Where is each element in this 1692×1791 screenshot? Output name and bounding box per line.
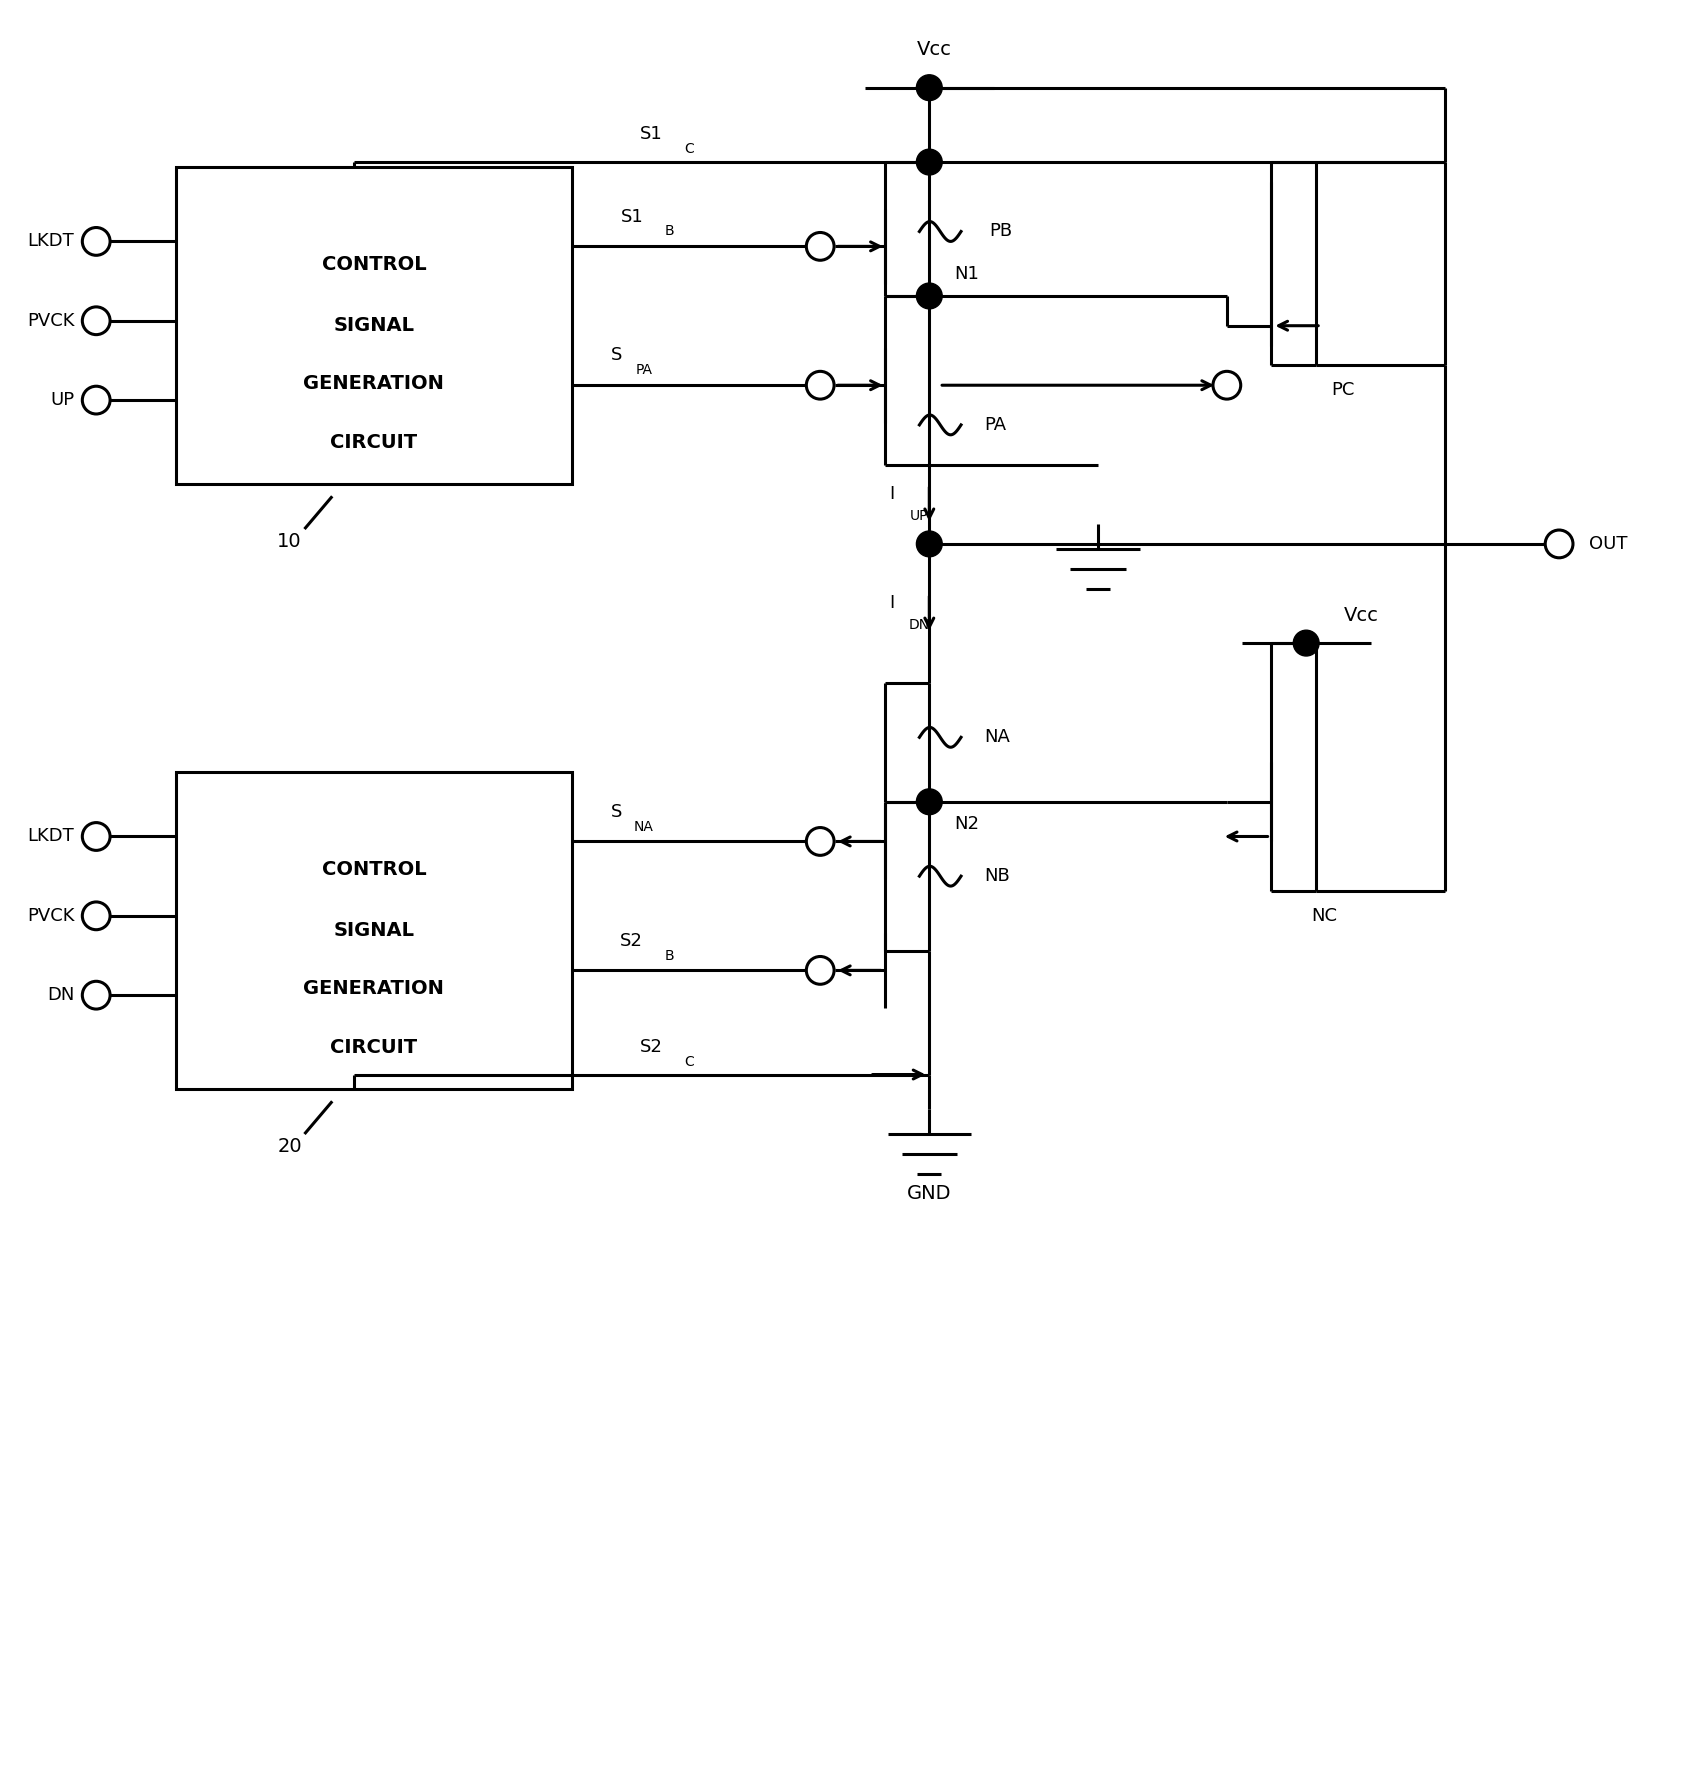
Circle shape	[83, 387, 110, 414]
Text: SIGNAL: SIGNAL	[333, 921, 415, 940]
Circle shape	[83, 903, 110, 930]
Text: S2: S2	[640, 1037, 663, 1055]
Text: LKDT: LKDT	[27, 827, 74, 845]
Text: 10: 10	[277, 532, 301, 552]
Text: NA: NA	[983, 729, 1010, 747]
Circle shape	[917, 75, 942, 100]
Text: Vcc: Vcc	[917, 41, 951, 59]
Text: PA: PA	[634, 364, 651, 378]
Text: I: I	[888, 485, 895, 503]
Text: UP: UP	[910, 509, 929, 523]
Text: DN: DN	[47, 987, 74, 1005]
Circle shape	[83, 981, 110, 1008]
Text: PA: PA	[983, 416, 1007, 433]
Text: CIRCUIT: CIRCUIT	[330, 433, 418, 453]
Text: S: S	[611, 346, 623, 365]
Circle shape	[807, 956, 834, 985]
Text: OUT: OUT	[1589, 536, 1628, 553]
Bar	[176, 167, 572, 484]
Circle shape	[83, 227, 110, 256]
Text: UP: UP	[51, 390, 74, 408]
Text: DN: DN	[909, 618, 931, 632]
Text: NC: NC	[1311, 906, 1337, 924]
Text: S: S	[611, 802, 623, 820]
Text: S1: S1	[640, 125, 663, 143]
Text: PB: PB	[988, 222, 1012, 240]
Circle shape	[807, 233, 834, 260]
Circle shape	[1545, 530, 1574, 557]
Text: CONTROL: CONTROL	[321, 254, 426, 274]
Text: 20: 20	[277, 1137, 301, 1157]
Text: PC: PC	[1332, 381, 1354, 399]
Text: N2: N2	[954, 815, 980, 833]
Text: NA: NA	[634, 820, 653, 833]
Text: CIRCUIT: CIRCUIT	[330, 1039, 418, 1057]
Circle shape	[1213, 371, 1240, 399]
Text: N1: N1	[954, 265, 980, 283]
Circle shape	[807, 827, 834, 856]
Text: CONTROL: CONTROL	[321, 860, 426, 879]
Text: PVCK: PVCK	[27, 906, 74, 924]
Text: GENERATION: GENERATION	[303, 978, 445, 998]
Text: SIGNAL: SIGNAL	[333, 317, 415, 335]
Text: S1: S1	[621, 208, 643, 226]
Circle shape	[1293, 630, 1320, 656]
Circle shape	[83, 306, 110, 335]
Text: S2: S2	[621, 931, 643, 949]
Text: Vcc: Vcc	[1343, 605, 1379, 625]
Text: NB: NB	[983, 867, 1010, 885]
Text: GND: GND	[907, 1184, 951, 1204]
Text: GENERATION: GENERATION	[303, 374, 445, 392]
Text: B: B	[665, 949, 675, 962]
Circle shape	[917, 530, 942, 557]
Circle shape	[807, 371, 834, 399]
Circle shape	[83, 822, 110, 851]
Text: PVCK: PVCK	[27, 312, 74, 330]
Circle shape	[917, 788, 942, 815]
Text: C: C	[685, 141, 694, 156]
Circle shape	[917, 283, 942, 308]
Text: C: C	[685, 1055, 694, 1069]
Circle shape	[917, 149, 942, 176]
Text: LKDT: LKDT	[27, 233, 74, 251]
Bar	[176, 772, 572, 1089]
Text: I: I	[888, 595, 895, 613]
Text: B: B	[665, 224, 675, 238]
